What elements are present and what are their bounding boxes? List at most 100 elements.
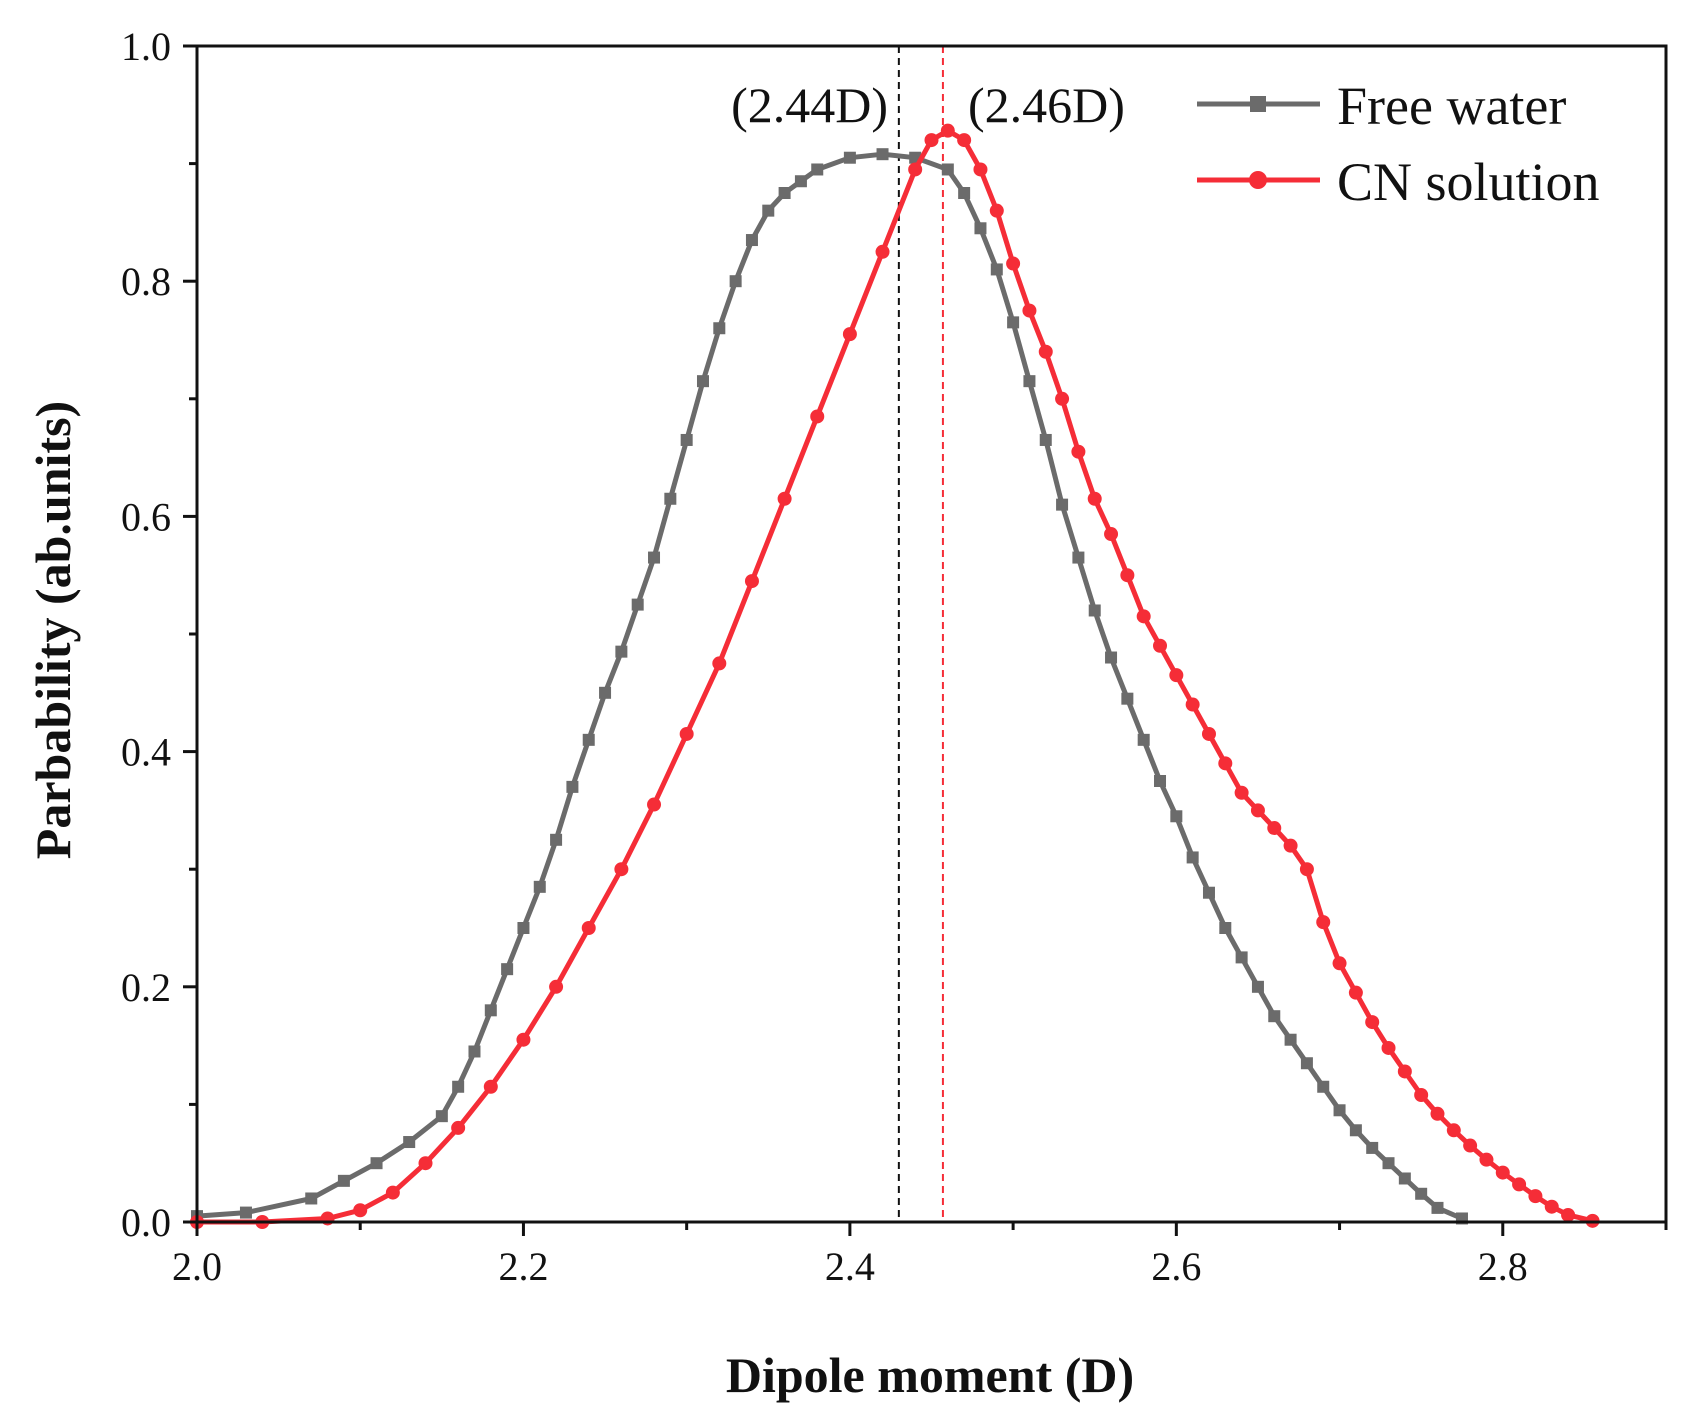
plot-frame bbox=[195, 44, 1668, 1224]
x-tick-label-0: 2.0 bbox=[172, 1244, 222, 1289]
data-point-0-16 bbox=[599, 686, 612, 699]
data-point-1-4 bbox=[385, 1185, 400, 1200]
data-point-0-26 bbox=[762, 204, 775, 217]
data-point-0-23 bbox=[713, 322, 726, 335]
data-point-0-12 bbox=[533, 880, 546, 893]
data-point-0-25 bbox=[745, 234, 758, 247]
data-point-1-46 bbox=[1332, 956, 1347, 971]
data-point-0-62 bbox=[1415, 1187, 1428, 1200]
data-point-0-61 bbox=[1398, 1172, 1411, 1185]
data-point-1-20 bbox=[908, 162, 923, 177]
data-point-1-53 bbox=[1446, 1123, 1461, 1138]
data-point-0-52 bbox=[1251, 980, 1264, 993]
data-point-1-45 bbox=[1316, 915, 1331, 930]
data-point-0-56 bbox=[1317, 1080, 1330, 1093]
data-point-0-35 bbox=[974, 222, 987, 235]
data-point-0-33 bbox=[941, 163, 954, 176]
data-point-1-13 bbox=[679, 726, 694, 741]
data-point-1-59 bbox=[1544, 1199, 1559, 1214]
data-point-0-50 bbox=[1219, 922, 1232, 934]
data-point-1-60 bbox=[1561, 1207, 1576, 1222]
data-point-1-9 bbox=[549, 979, 564, 994]
data-point-0-15 bbox=[582, 733, 595, 746]
y-tick-label-1: 0.2 bbox=[121, 965, 171, 1010]
annotation-free-water-peak: (2.44D) bbox=[731, 77, 888, 133]
data-point-1-5 bbox=[418, 1156, 433, 1171]
data-point-0-47 bbox=[1170, 810, 1183, 823]
data-point-1-21 bbox=[924, 133, 939, 148]
legend-marker-0 bbox=[1250, 96, 1266, 112]
data-point-1-29 bbox=[1055, 391, 1070, 406]
data-point-0-34 bbox=[958, 187, 971, 199]
data-point-1-47 bbox=[1348, 985, 1363, 1000]
data-point-0-19 bbox=[648, 551, 661, 564]
series-0 bbox=[191, 148, 1468, 1225]
legend-item-free-water bbox=[1197, 96, 1320, 112]
data-point-0-60 bbox=[1382, 1157, 1395, 1170]
data-point-0-29 bbox=[811, 163, 824, 176]
data-point-0-1 bbox=[239, 1206, 252, 1219]
y-tick-label-4: 0.8 bbox=[121, 259, 171, 304]
data-point-0-24 bbox=[729, 275, 742, 288]
data-point-0-54 bbox=[1284, 1033, 1297, 1046]
legend: Free water CN solution bbox=[1197, 76, 1600, 212]
axes: 2.0 2.2 2.4 2.6 2.8 0.0 0.2 0.4 0.6 0.8 1.0 bbox=[121, 24, 1668, 1289]
data-point-1-15 bbox=[744, 574, 759, 589]
data-point-0-43 bbox=[1105, 651, 1118, 664]
data-point-0-2 bbox=[305, 1192, 318, 1205]
y-tick-label-2: 0.4 bbox=[121, 730, 171, 775]
data-point-1-23 bbox=[957, 133, 972, 148]
data-point-0-53 bbox=[1268, 1010, 1281, 1023]
data-point-1-34 bbox=[1136, 609, 1151, 624]
data-point-0-55 bbox=[1300, 1057, 1313, 1070]
data-point-1-12 bbox=[647, 797, 662, 812]
data-point-1-41 bbox=[1250, 803, 1265, 818]
data-point-0-42 bbox=[1088, 604, 1101, 617]
data-point-0-31 bbox=[876, 148, 889, 161]
data-point-1-51 bbox=[1414, 1087, 1429, 1102]
data-point-1-39 bbox=[1218, 756, 1233, 771]
data-point-0-13 bbox=[550, 833, 563, 846]
data-point-1-28 bbox=[1038, 344, 1053, 359]
y-tick-label-3: 0.6 bbox=[121, 494, 171, 539]
data-point-0-7 bbox=[452, 1080, 465, 1093]
y-tick-label-0: 0.0 bbox=[121, 1200, 171, 1245]
data-point-1-27 bbox=[1022, 303, 1037, 318]
data-point-0-40 bbox=[1056, 498, 1069, 511]
series-1 bbox=[190, 123, 1600, 1229]
series-layer bbox=[190, 123, 1600, 1229]
data-point-0-51 bbox=[1235, 951, 1248, 964]
data-point-1-24 bbox=[973, 162, 988, 177]
data-point-0-20 bbox=[664, 492, 677, 505]
data-point-1-30 bbox=[1071, 444, 1086, 459]
data-point-0-49 bbox=[1202, 886, 1215, 899]
legend-marker-1 bbox=[1249, 171, 1267, 189]
data-point-1-32 bbox=[1104, 527, 1119, 542]
data-point-0-45 bbox=[1137, 733, 1150, 746]
data-point-0-3 bbox=[337, 1174, 350, 1187]
legend-label-free-water: Free water bbox=[1337, 76, 1566, 136]
data-point-1-52 bbox=[1430, 1106, 1445, 1121]
x-tick-label-4: 2.8 bbox=[1478, 1244, 1528, 1289]
data-point-1-18 bbox=[842, 327, 857, 342]
data-point-0-8 bbox=[468, 1045, 481, 1058]
x-tick-label-3: 2.6 bbox=[1151, 1244, 1201, 1289]
data-point-1-43 bbox=[1283, 838, 1298, 853]
data-point-0-44 bbox=[1121, 692, 1134, 705]
data-point-1-26 bbox=[1006, 256, 1021, 271]
data-point-1-42 bbox=[1267, 821, 1282, 836]
data-point-1-25 bbox=[989, 203, 1004, 218]
data-point-1-31 bbox=[1087, 491, 1102, 506]
data-point-1-35 bbox=[1153, 638, 1168, 653]
data-point-0-30 bbox=[843, 151, 856, 164]
legend-label-cn-solution: CN solution bbox=[1337, 152, 1600, 212]
legend-item-cn-solution bbox=[1197, 171, 1320, 189]
data-point-1-3 bbox=[353, 1203, 368, 1218]
data-point-0-28 bbox=[794, 175, 807, 188]
data-point-1-19 bbox=[875, 244, 890, 259]
data-point-1-8 bbox=[516, 1032, 531, 1047]
data-point-0-41 bbox=[1072, 551, 1085, 564]
data-point-1-50 bbox=[1397, 1064, 1412, 1079]
data-point-0-48 bbox=[1186, 851, 1199, 864]
